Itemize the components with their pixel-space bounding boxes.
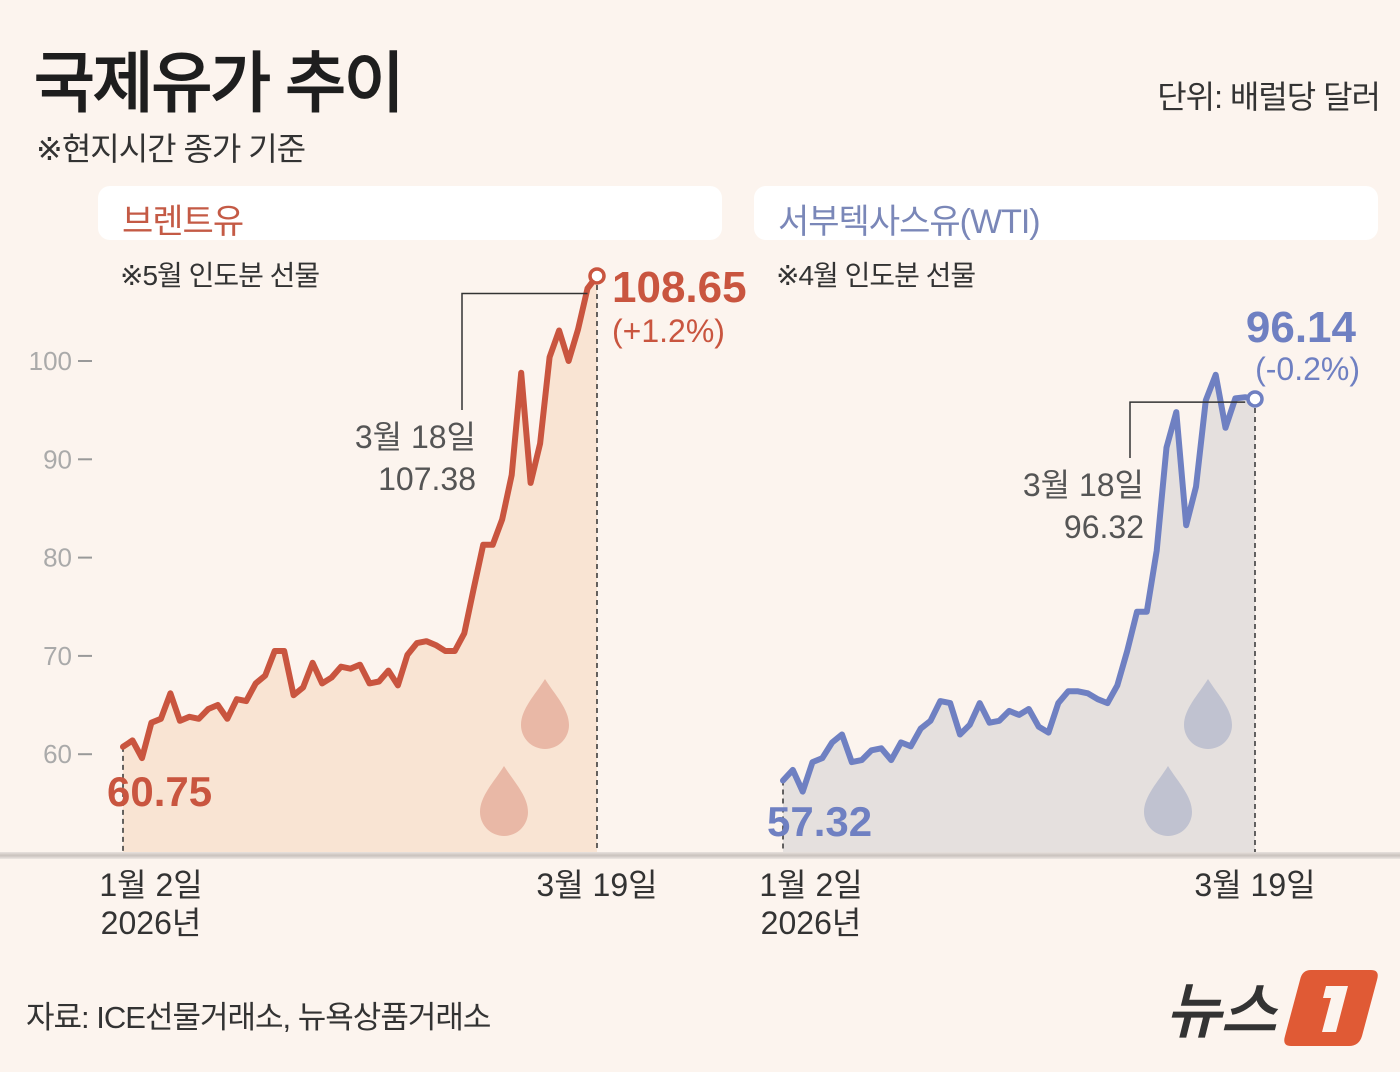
brent-note: ※5월 인도분 선물	[120, 260, 320, 291]
brent-chart: 3월 18일 107.38 108.65(+1.2%) 60.75 1월 2일2026년…	[99, 263, 746, 941]
start-value-label: 57.32	[767, 798, 872, 845]
subtitle: ※현지시간 종가 기준	[36, 131, 306, 167]
x-start-year-label: 2026년	[101, 905, 202, 941]
x-end-date-label: 3월 19일	[1194, 867, 1315, 903]
callout-value: 107.38	[378, 461, 476, 497]
oil-drop-icon	[480, 766, 528, 836]
x-axis-baseline	[0, 852, 1400, 859]
callout-date: 3월 18일	[355, 419, 476, 455]
unit-label: 단위: 배럴당 달러	[1157, 79, 1381, 115]
y-axis: 60 70 80 90 100	[29, 346, 92, 769]
end-point-marker	[1246, 390, 1264, 408]
page-title: 국제유가 추이	[34, 46, 405, 120]
news1-logo: 뉴스	[1166, 968, 1381, 1048]
oil-drop-icon	[1144, 766, 1192, 836]
oil-drop-icon	[1184, 679, 1232, 749]
oil-drop-icon	[521, 679, 569, 749]
end-value-label: 96.14	[1246, 303, 1357, 352]
callout-leader	[461, 292, 588, 410]
area-fill	[123, 276, 597, 855]
end-change-label: (+1.2%)	[612, 313, 725, 349]
callout-leader	[1129, 401, 1246, 458]
y-tick-label: 70	[43, 641, 72, 671]
wti-note: ※4월 인도분 선물	[776, 260, 976, 291]
y-tick-label: 60	[43, 739, 72, 769]
y-tick-label: 80	[43, 543, 72, 573]
x-start-date-label: 1월 2일	[759, 867, 862, 903]
brent-title: 브렌트유	[122, 203, 244, 241]
end-change-label: (-0.2%)	[1255, 351, 1360, 387]
callout-date: 3월 18일	[1023, 467, 1144, 503]
y-tick-label: 90	[43, 444, 72, 474]
end-point-marker	[588, 267, 606, 285]
end-value-label: 108.65	[612, 263, 747, 312]
logo-one-glyph	[1322, 986, 1348, 1032]
area-fill	[783, 374, 1255, 855]
wti-panel-header: 서부텍사스유(WTI)	[754, 186, 1378, 241]
brent-panel-header: 브렌트유	[98, 186, 722, 241]
x-start-year-label: 2026년	[761, 905, 862, 941]
x-end-date-label: 3월 19일	[536, 867, 657, 903]
logo-text: 뉴스	[1166, 978, 1279, 1045]
callout-value: 96.32	[1064, 509, 1144, 545]
start-value-label: 60.75	[107, 768, 212, 815]
source-note: 자료: ICE선물거래소, 뉴욕상품거래소	[26, 1000, 491, 1035]
wti-title: 서부텍사스유(WTI)	[778, 203, 1041, 241]
y-tick-label: 100	[29, 346, 72, 376]
x-start-date-label: 1월 2일	[99, 867, 202, 903]
